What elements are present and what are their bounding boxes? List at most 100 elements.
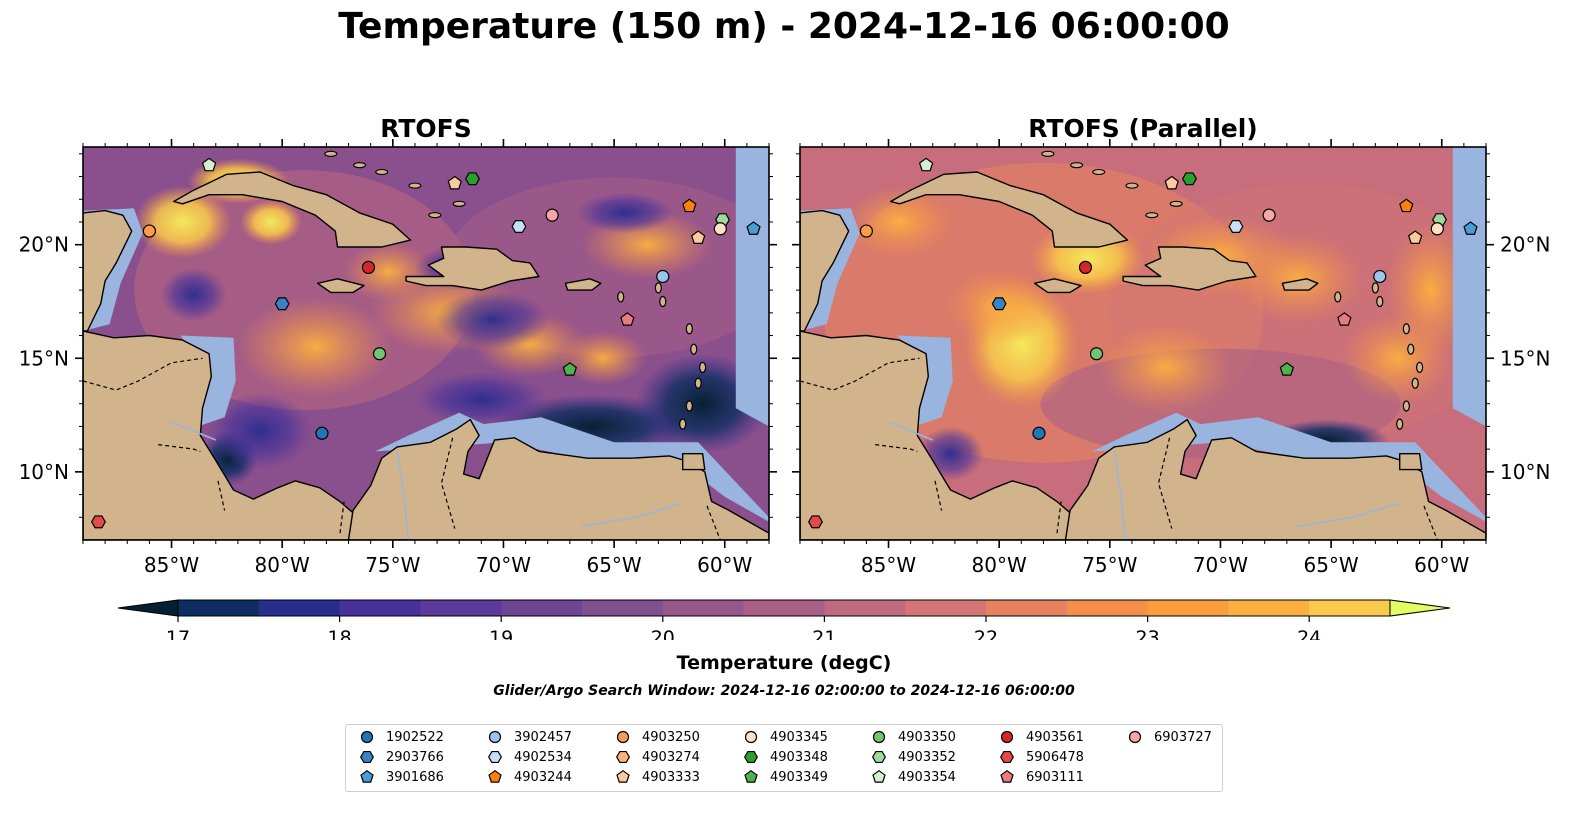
hexagon-marker-icon — [872, 750, 886, 764]
lon-tick-label: 75°W — [365, 553, 420, 577]
hexagon-marker-icon — [616, 750, 630, 764]
colorbar-frame — [177, 599, 1391, 617]
land-trinidad — [682, 453, 706, 471]
ocean-eddy — [844, 185, 955, 259]
float-4903348 — [1181, 172, 1197, 186]
lon-tick-label: 70°W — [476, 553, 531, 577]
land-island — [699, 361, 707, 373]
float-4903350 — [372, 347, 387, 361]
legend-item-4903348: 4903348 — [742, 747, 828, 767]
land-jamaica — [316, 278, 365, 294]
figure-canvas: 85°W 80°W 75°W 70°W 65°W 60°W 10°N 15°N 20°N RTOF… — [19, 114, 1551, 640]
colorbar: 17 18 19 20 21 22 23 24 — [117, 599, 1451, 640]
ocean-eddy — [160, 267, 227, 322]
float-4902534 — [511, 220, 527, 233]
float-4903333 — [447, 175, 462, 190]
map-panel-right: 85°W 80°W 75°W 70°W 65°W 60°W 10°N 15°N 20°N RTOF… — [792, 114, 1550, 577]
lon-tick-label: 85°W — [144, 553, 199, 577]
land-southamerica — [1064, 418, 1486, 540]
lon-tick-label: 80°W — [972, 553, 1027, 577]
legend-item-4903345: 4903345 — [742, 727, 828, 747]
country-border — [1157, 437, 1173, 529]
legend-item-4903354: 4903354 — [870, 767, 956, 787]
lat-tick-label: 20°N — [1500, 233, 1550, 257]
legend-item-4903333: 4903333 — [614, 767, 700, 787]
lat-tick-label: 15°N — [1500, 346, 1550, 370]
legend-label: 4903348 — [770, 749, 828, 765]
legend-label: 4903244 — [514, 769, 572, 785]
colorbar-segment — [662, 600, 745, 616]
pentagon-marker-icon — [744, 769, 758, 783]
legend-item-4903244: 4903244 — [486, 767, 572, 787]
float-4903244 — [1399, 198, 1414, 213]
colorbar-label: Temperature (degC) — [676, 652, 892, 674]
country-border — [83, 357, 203, 391]
land-island — [1402, 323, 1410, 335]
land-island — [659, 295, 667, 308]
land-island — [1416, 361, 1424, 373]
colorbar-segment — [178, 600, 260, 616]
land-island — [353, 162, 367, 169]
ocean-eddy — [206, 392, 314, 470]
land-island — [408, 182, 422, 189]
colorbar-tick-label: 17 — [166, 627, 190, 640]
hexagon-marker-icon — [744, 750, 758, 764]
river — [888, 421, 934, 441]
land-island — [1371, 282, 1379, 294]
legend-label: 5906478 — [1026, 749, 1084, 765]
colorbar-segment — [258, 600, 341, 616]
colorbar-tick-label: 20 — [651, 627, 675, 640]
legend-marker — [744, 750, 758, 764]
river — [171, 421, 217, 441]
legend-item-6903111: 6903111 — [998, 767, 1084, 787]
pentagon-marker-icon — [360, 769, 374, 783]
land-southamerica — [347, 418, 769, 540]
float-4903561 — [1078, 260, 1093, 274]
legend-label: 4903352 — [898, 749, 956, 765]
ocean-eddy — [133, 185, 232, 259]
country-border — [1423, 505, 1438, 540]
land-island — [1169, 200, 1183, 207]
float-6903727 — [1262, 208, 1276, 222]
land-island — [694, 377, 702, 389]
legend-label: 4903350 — [898, 729, 956, 745]
hexagon-marker-icon — [488, 750, 502, 764]
legend-marker — [488, 730, 502, 744]
legend-item-4903350: 4903350 — [870, 727, 956, 747]
legend-label: 3901686 — [386, 769, 444, 785]
land-hispaniola — [405, 246, 540, 291]
float-4903250 — [142, 224, 156, 238]
panel-title: RTOFS (Parallel) — [1028, 114, 1257, 143]
ocean-eddy — [434, 290, 550, 350]
legend-label: 4903274 — [642, 749, 700, 765]
ocean-eddy — [414, 371, 548, 427]
land-island — [452, 200, 466, 207]
legend-marker — [1128, 730, 1142, 744]
colorbar-tick-label: 19 — [489, 627, 513, 640]
float-4903345 — [1430, 222, 1444, 236]
land-cuba — [890, 171, 1129, 248]
legend-marker — [1000, 750, 1014, 764]
legend-item-1902522: 1902522 — [358, 727, 444, 747]
colorbar-segment — [1066, 600, 1149, 616]
country-border — [217, 480, 226, 511]
land-island — [685, 400, 693, 412]
legend-label: 1902522 — [386, 729, 444, 745]
land-central — [800, 330, 1076, 540]
legend-label: 6903111 — [1026, 769, 1084, 785]
colorbar-tick-label: 22 — [974, 627, 998, 640]
float-4903250 — [859, 224, 873, 238]
legend-marker — [872, 730, 886, 744]
lat-tick-label: 20°N — [19, 233, 69, 257]
hexagon-marker-icon — [360, 750, 374, 764]
panel-title: RTOFS — [380, 114, 472, 143]
float-4903349 — [1279, 362, 1295, 376]
legend-label: 4903345 — [770, 729, 828, 745]
country-border — [706, 505, 721, 540]
legend-label: 4903333 — [642, 769, 700, 785]
map-frame — [799, 146, 1487, 541]
legend-marker — [360, 750, 374, 764]
country-border — [339, 501, 345, 536]
legend-marker — [872, 769, 886, 783]
float-4902534 — [1228, 220, 1244, 233]
